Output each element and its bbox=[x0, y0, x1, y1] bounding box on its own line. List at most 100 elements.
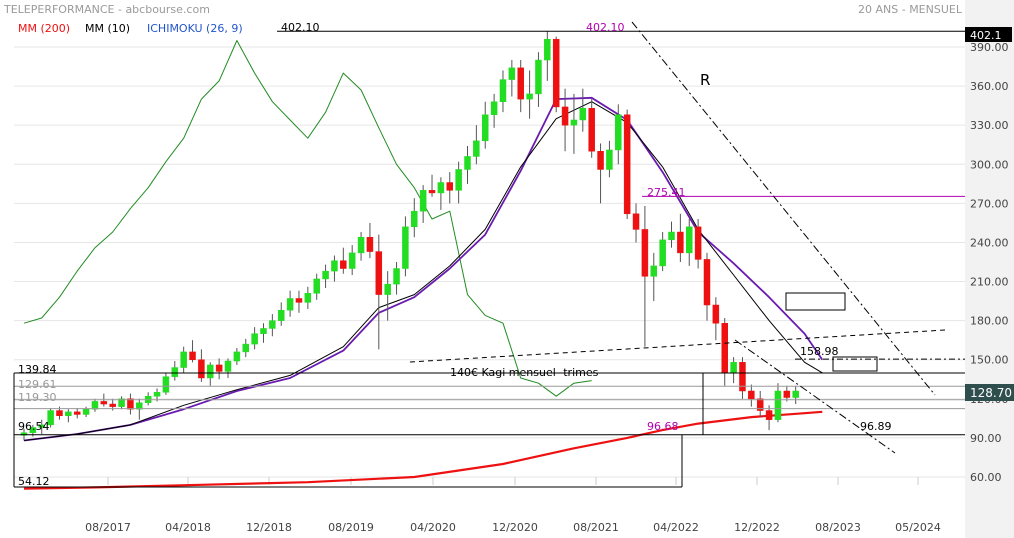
candle-body bbox=[375, 251, 383, 295]
candle-body bbox=[348, 252, 356, 269]
candle-body bbox=[464, 156, 471, 170]
candle-body bbox=[508, 67, 516, 80]
level-139-label: 139.84 bbox=[18, 363, 57, 376]
candle-body bbox=[615, 114, 622, 151]
candle-body bbox=[136, 402, 143, 410]
downtrend-line-lower bbox=[734, 339, 896, 454]
level-402-label: 402.10 bbox=[281, 21, 320, 34]
candle-body bbox=[233, 351, 241, 362]
candle-body bbox=[428, 190, 436, 194]
candle-body bbox=[623, 114, 631, 215]
candle-body bbox=[29, 427, 37, 433]
candle-body bbox=[712, 304, 720, 324]
candle-body bbox=[579, 107, 587, 121]
y-tick-label: 330.00 bbox=[970, 119, 1009, 132]
y-tick-label: 60.00 bbox=[970, 471, 1002, 484]
resistance-tag-label: 402.1 bbox=[970, 29, 1002, 42]
candle-body bbox=[65, 411, 72, 417]
y-tick-label: 300.00 bbox=[970, 158, 1009, 171]
candle-body bbox=[207, 364, 214, 379]
candle-body bbox=[473, 140, 480, 157]
consolidation-box-lower bbox=[832, 356, 878, 372]
level-96-mid-label: 96.68 bbox=[647, 420, 679, 433]
candle-body bbox=[47, 410, 54, 426]
ma200-line bbox=[23, 410, 823, 490]
candle-body bbox=[304, 293, 312, 303]
last-price-tag-bg bbox=[965, 384, 1014, 401]
candle-body bbox=[686, 226, 693, 254]
x-tick-label: 08/2017 bbox=[85, 521, 131, 534]
candle-body bbox=[783, 390, 791, 398]
x-tick-label: 12/2020 bbox=[492, 521, 538, 534]
candle-body bbox=[384, 283, 391, 295]
level-158-label: 158.98 bbox=[800, 345, 839, 358]
price-axis-panel bbox=[965, 0, 1014, 538]
x-tick-label: 08/2021 bbox=[573, 521, 619, 534]
legend-ma200: MM (200) bbox=[18, 22, 71, 35]
candle-body bbox=[650, 265, 658, 277]
candle-body bbox=[82, 408, 90, 415]
candle-body bbox=[269, 320, 276, 329]
x-tick-label: 12/2018 bbox=[246, 521, 292, 534]
x-tick-label: 04/2018 bbox=[165, 521, 211, 534]
candle-body bbox=[357, 236, 365, 254]
candle-body bbox=[331, 260, 338, 272]
chart-source: TELEPERFORMANCE - abcbourse.com bbox=[4, 3, 210, 16]
level-54-label: 54.12 bbox=[18, 475, 50, 488]
candle-body bbox=[552, 38, 560, 108]
candle-body bbox=[739, 362, 746, 392]
level-96-right-label: 96.89 bbox=[860, 420, 892, 433]
consolidation-box-upper bbox=[785, 292, 846, 311]
y-tick-label: 360.00 bbox=[970, 80, 1009, 93]
candle-body bbox=[588, 107, 595, 152]
candle-body bbox=[411, 210, 418, 228]
candle-body bbox=[215, 364, 223, 372]
candle-body bbox=[171, 367, 179, 377]
candle-body bbox=[792, 390, 799, 398]
candle-body bbox=[180, 351, 187, 368]
candle-body bbox=[721, 322, 728, 374]
candle-body bbox=[127, 398, 134, 410]
legend-ichimoku: ICHIMOKU (26, 9) bbox=[147, 22, 243, 35]
candle-body bbox=[419, 190, 427, 212]
candle-body bbox=[189, 351, 196, 360]
candle-body bbox=[561, 106, 569, 126]
candle-body bbox=[606, 149, 613, 170]
candle-body bbox=[544, 38, 551, 61]
level-119-label: 119.30 bbox=[18, 391, 57, 404]
candle-body bbox=[73, 411, 81, 415]
y-tick-label: 390.00 bbox=[970, 41, 1009, 54]
legend-ma10: MM (10) bbox=[85, 22, 131, 35]
pattern-letter: R bbox=[700, 71, 710, 89]
candle-body bbox=[38, 424, 45, 428]
candle-body bbox=[295, 298, 303, 303]
candle-body bbox=[570, 119, 578, 126]
x-tick-label: 08/2023 bbox=[815, 521, 861, 534]
y-tick-label: 180.00 bbox=[970, 315, 1009, 328]
candle-body bbox=[286, 298, 294, 311]
candle-body bbox=[340, 260, 347, 269]
kagi-label: 140€ Kagi mensuel -trimes bbox=[450, 366, 599, 379]
candle-body bbox=[242, 343, 249, 353]
chart-period: 20 ANS - MENSUEL bbox=[858, 3, 962, 16]
candle-body bbox=[499, 79, 507, 102]
candle-body bbox=[402, 226, 409, 269]
lagging-span-line bbox=[23, 40, 592, 397]
level-129-label: 129.61 bbox=[18, 378, 57, 391]
candle-body bbox=[366, 236, 374, 252]
candle-body bbox=[641, 229, 649, 277]
candle-body bbox=[437, 182, 445, 194]
candle-body bbox=[446, 182, 454, 191]
x-tick-label: 04/2020 bbox=[410, 521, 456, 534]
candle-body bbox=[694, 226, 702, 260]
candle-body bbox=[659, 239, 666, 267]
candle-body bbox=[703, 259, 711, 306]
y-tick-label: 240.00 bbox=[970, 236, 1009, 249]
candle-body bbox=[313, 278, 320, 294]
peak-label: 402.10 bbox=[586, 21, 625, 34]
downtrend-line-upper bbox=[631, 21, 936, 396]
y-tick-label: 90.00 bbox=[970, 432, 1002, 445]
candle-body bbox=[756, 398, 764, 411]
candle-body bbox=[668, 231, 675, 241]
